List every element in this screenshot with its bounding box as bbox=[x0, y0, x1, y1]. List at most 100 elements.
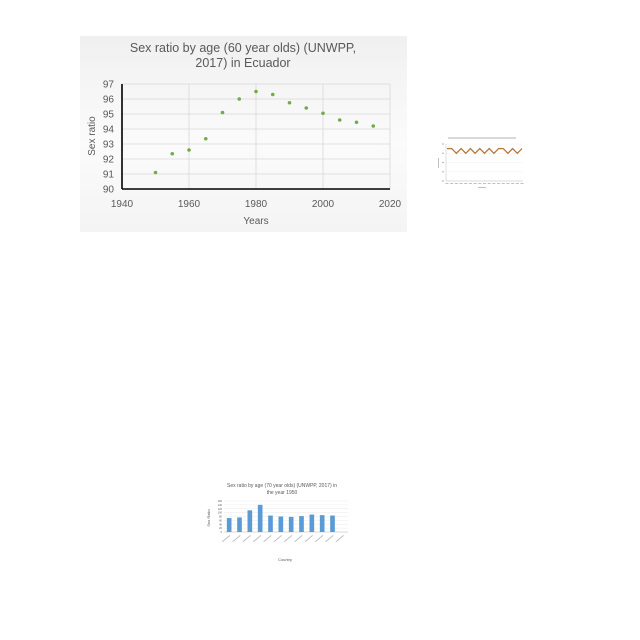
x-tick-mark bbox=[445, 183, 449, 184]
bar bbox=[237, 517, 242, 532]
x-tick-mark bbox=[478, 183, 482, 184]
y-tick-label: 94 bbox=[103, 125, 115, 136]
bar bbox=[288, 516, 294, 532]
y-tick-labels: 90 91 92 93 94 95 96 97 bbox=[103, 80, 115, 196]
x-category-label-placeholder bbox=[294, 534, 303, 543]
x-tick-mark bbox=[515, 183, 519, 184]
y-axis-label-placeholder bbox=[438, 158, 439, 168]
y-tick-label: 60 bbox=[219, 518, 222, 522]
x-tick-label: 1940 bbox=[111, 199, 134, 210]
data-point bbox=[354, 120, 359, 125]
x-category-label-placeholder bbox=[283, 534, 293, 543]
tick-marks bbox=[438, 143, 524, 188]
x-tick-labels: 1940 1960 1980 2000 2020 bbox=[111, 199, 402, 210]
y-tick-mark bbox=[442, 152, 444, 154]
y-tick-mark bbox=[442, 171, 444, 173]
x-category-label-placeholder bbox=[304, 534, 313, 543]
chart-title-line-2: the year 1950 bbox=[267, 490, 298, 496]
y-tick-label: 160 bbox=[218, 499, 223, 503]
chart-ecuador-sex-ratio: Sex ratio by age (60 year olds) (UNWPP, … bbox=[80, 36, 407, 232]
x-tick-label: 2000 bbox=[312, 199, 335, 210]
data-point bbox=[371, 124, 376, 128]
chart-title-line-2: 2017) in Ecuador bbox=[195, 56, 290, 70]
y-axis-label: Sex Ratio bbox=[206, 509, 211, 527]
series-line bbox=[447, 147, 523, 155]
x-tick-mark bbox=[492, 183, 496, 184]
x-category-labels bbox=[221, 534, 344, 543]
title-placeholder bbox=[448, 137, 516, 139]
data-point bbox=[254, 89, 258, 94]
x-category-label-placeholder bbox=[242, 534, 251, 543]
x-category-label-placeholder bbox=[232, 534, 241, 543]
data-point bbox=[287, 100, 292, 105]
data-point bbox=[170, 151, 175, 156]
scatter-plot: Sex ratio by age (60 year olds) (UNWPP, … bbox=[87, 41, 402, 227]
y-tick-label: 0 bbox=[221, 530, 223, 534]
y-tick-label: 140 bbox=[218, 503, 223, 507]
data-point bbox=[237, 97, 242, 101]
y-tick-label: 20 bbox=[219, 526, 222, 530]
bar bbox=[309, 514, 315, 532]
y-tick-label: 97 bbox=[103, 80, 115, 91]
y-tick-mark bbox=[442, 161, 444, 164]
x-tick-mark bbox=[468, 183, 472, 184]
gridlines bbox=[224, 500, 348, 533]
x-axis-label: Country bbox=[278, 557, 292, 562]
y-tick-mark bbox=[442, 180, 444, 182]
bar-chart: Sex ratio by age (70 year olds) (UNWPP, … bbox=[206, 483, 348, 562]
axes bbox=[445, 144, 523, 182]
x-category-label-placeholder bbox=[325, 534, 334, 543]
x-tick-mark bbox=[497, 183, 501, 184]
chart-bar-1950: Sex ratio by age (70 year olds) (UNWPP, … bbox=[198, 478, 366, 564]
x-tick-mark bbox=[473, 183, 477, 184]
axes bbox=[121, 84, 390, 190]
y-tick-mark bbox=[442, 143, 444, 145]
y-tick-label: 90 bbox=[103, 185, 115, 196]
x-tick-mark bbox=[454, 183, 458, 184]
x-tick-mark bbox=[464, 183, 468, 184]
y-axis-label: Sex ratio bbox=[87, 116, 98, 156]
x-category-label-placeholder bbox=[252, 534, 262, 543]
data-point bbox=[321, 111, 325, 116]
chart-line-thumbnail bbox=[436, 134, 528, 190]
data-point bbox=[203, 136, 208, 141]
x-tick-mark bbox=[450, 183, 454, 184]
y-tick-label: 92 bbox=[103, 155, 115, 166]
bar bbox=[278, 516, 284, 532]
data-point bbox=[304, 106, 309, 110]
line-chart bbox=[438, 137, 524, 188]
x-axis-label: Years bbox=[243, 216, 268, 227]
x-tick-mark bbox=[483, 183, 486, 184]
bar bbox=[247, 510, 253, 532]
data-point bbox=[153, 170, 158, 175]
x-category-label-placeholder bbox=[314, 534, 324, 543]
bar bbox=[257, 504, 263, 532]
y-tick-label: 100 bbox=[218, 511, 223, 515]
x-category-label-placeholder bbox=[221, 534, 231, 543]
x-tick-mark bbox=[459, 183, 463, 184]
y-tick-label: 120 bbox=[218, 507, 223, 511]
x-tick-label: 1980 bbox=[245, 199, 268, 210]
bars bbox=[226, 504, 335, 532]
x-axis-label-placeholder bbox=[478, 187, 486, 188]
gridlines bbox=[121, 83, 391, 190]
x-tick-mark bbox=[501, 183, 505, 184]
y-tick-label: 93 bbox=[103, 140, 115, 151]
bar bbox=[299, 516, 304, 532]
x-tick-mark bbox=[506, 183, 510, 184]
y-tick-label: 40 bbox=[219, 522, 222, 526]
bar bbox=[268, 515, 273, 532]
x-tick-label: 1960 bbox=[178, 199, 201, 210]
y-tick-label: 95 bbox=[103, 110, 115, 121]
data-point bbox=[220, 110, 225, 115]
x-category-label-placeholder bbox=[263, 534, 272, 543]
data-point bbox=[187, 148, 191, 152]
bar bbox=[226, 518, 232, 532]
bar bbox=[319, 515, 325, 532]
x-tick-mark bbox=[520, 183, 524, 184]
x-tick-mark bbox=[487, 183, 491, 184]
y-tick-label: 91 bbox=[103, 170, 115, 181]
chart-title-line-1: Sex ratio by age (60 year olds) (UNWPP, bbox=[130, 41, 356, 55]
data-points bbox=[153, 89, 376, 175]
